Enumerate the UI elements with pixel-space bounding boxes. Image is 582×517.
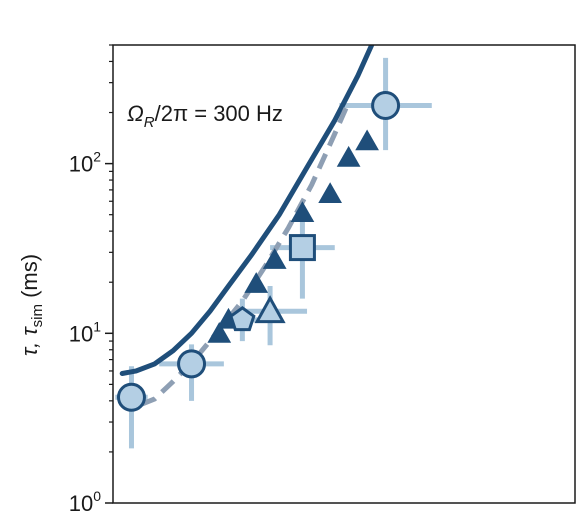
square-marker — [288, 234, 316, 262]
y-tick-base: 10 — [69, 321, 93, 346]
y-tick-exp: 2 — [93, 149, 101, 165]
triangle-marker — [244, 272, 269, 293]
annotation-subscript: R — [144, 114, 155, 131]
y-axis-label-main: τ, τ — [17, 326, 42, 356]
y-tick-label: 100 — [69, 488, 101, 516]
triangle-marker — [290, 201, 315, 222]
y-tick-exp: 1 — [93, 318, 101, 334]
circle-marker — [177, 349, 207, 379]
circle-marker — [116, 382, 146, 412]
y-tick-base: 10 — [69, 491, 93, 516]
annotation-symbol: Ω — [127, 101, 144, 126]
triangle-open-marker — [254, 295, 286, 324]
pentagon-marker — [229, 306, 256, 332]
series-solid-line — [119, 45, 375, 376]
triangle-marker — [207, 322, 232, 343]
y-tick-label: 102 — [69, 149, 101, 177]
triangle-marker — [318, 182, 343, 203]
annotation: ΩR/2π = 300 Hz — [127, 101, 283, 131]
y-tick-label: 101 — [69, 318, 101, 346]
triangle-marker — [336, 145, 361, 167]
y-axis-label-sub: sim — [29, 304, 46, 327]
y-axis-label: τ, τsim (ms) — [17, 254, 46, 356]
plot-frame — [112, 44, 576, 504]
y-tick-exp: 0 — [93, 488, 101, 504]
circle-marker — [371, 91, 401, 121]
plot-area — [115, 45, 432, 449]
triangle-marker — [262, 248, 287, 269]
y-axis-label-unit: (ms) — [17, 254, 42, 304]
triangle-marker — [355, 129, 379, 151]
annotation-text: /2π = 300 Hz — [155, 101, 283, 126]
y-tick-base: 10 — [69, 152, 93, 177]
series-dashed-line — [139, 101, 351, 407]
